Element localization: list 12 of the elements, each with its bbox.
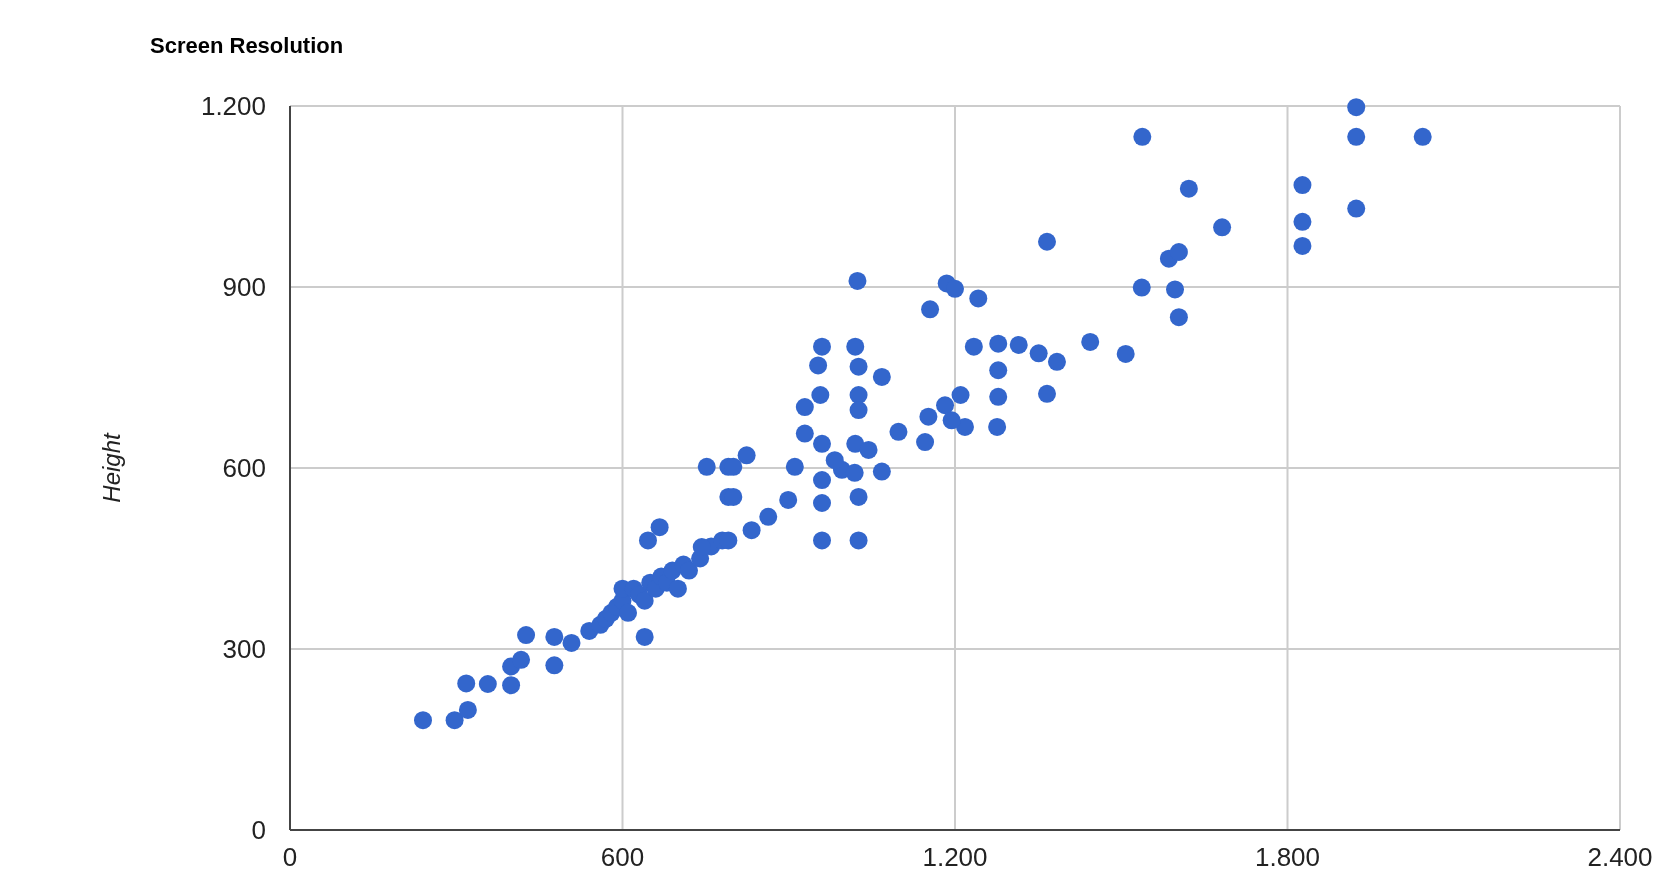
y-tick-label: 1.200	[200, 91, 266, 121]
y-tick-label: 600	[222, 453, 266, 483]
x-tick-label: 600	[600, 842, 645, 872]
x-tick-label: 0	[282, 842, 298, 872]
x-tick-label: 1.200	[922, 842, 988, 872]
y-tick-label: 900	[222, 272, 266, 302]
x-tick-label: 1.800	[1254, 842, 1321, 872]
chart-title: Screen Resolution	[150, 33, 344, 58]
x-tick-label: 2.400	[1587, 842, 1653, 872]
y-axis-title: Height	[98, 431, 125, 503]
y-tick-label: 300	[222, 634, 266, 664]
y-tick-label: 0	[251, 815, 266, 845]
